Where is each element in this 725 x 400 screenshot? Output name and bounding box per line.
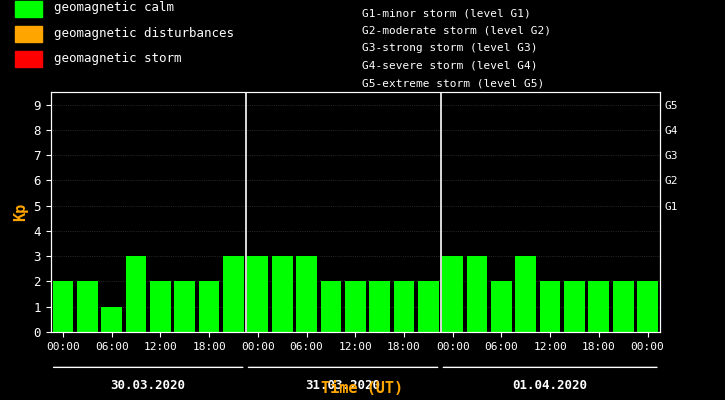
Text: geomagnetic storm: geomagnetic storm bbox=[54, 52, 182, 65]
Bar bbox=[613, 282, 634, 332]
Bar bbox=[418, 282, 439, 332]
Bar bbox=[14, 51, 43, 67]
Text: Time (UT): Time (UT) bbox=[321, 381, 404, 396]
Text: G1-minor storm (level G1): G1-minor storm (level G1) bbox=[362, 8, 531, 18]
Text: G4-severe storm (level G4): G4-severe storm (level G4) bbox=[362, 61, 538, 71]
Bar bbox=[320, 282, 341, 332]
Bar bbox=[199, 282, 220, 332]
Bar bbox=[491, 282, 512, 332]
Y-axis label: Kp: Kp bbox=[13, 203, 28, 221]
Bar bbox=[150, 282, 170, 332]
Bar bbox=[564, 282, 585, 332]
Text: 30.03.2020: 30.03.2020 bbox=[111, 379, 186, 392]
Bar bbox=[102, 307, 122, 332]
Bar bbox=[345, 282, 365, 332]
Text: G2-moderate storm (level G2): G2-moderate storm (level G2) bbox=[362, 26, 552, 36]
Bar bbox=[125, 256, 146, 332]
Text: geomagnetic calm: geomagnetic calm bbox=[54, 2, 175, 14]
Bar bbox=[394, 282, 414, 332]
Bar bbox=[369, 282, 390, 332]
Text: 31.03.2020: 31.03.2020 bbox=[305, 379, 381, 392]
Bar bbox=[53, 282, 73, 332]
Bar bbox=[540, 282, 560, 332]
Bar bbox=[637, 282, 658, 332]
Bar bbox=[589, 282, 609, 332]
Bar bbox=[175, 282, 195, 332]
Text: geomagnetic disturbances: geomagnetic disturbances bbox=[54, 27, 234, 40]
Bar bbox=[515, 256, 536, 332]
Text: 01.04.2020: 01.04.2020 bbox=[513, 379, 588, 392]
Bar bbox=[467, 256, 487, 332]
Bar bbox=[442, 256, 463, 332]
Bar bbox=[247, 256, 268, 332]
Bar bbox=[297, 256, 317, 332]
Bar bbox=[14, 1, 43, 17]
Bar bbox=[272, 256, 292, 332]
Bar bbox=[223, 256, 244, 332]
Text: G3-strong storm (level G3): G3-strong storm (level G3) bbox=[362, 43, 538, 53]
Text: G5-extreme storm (level G5): G5-extreme storm (level G5) bbox=[362, 78, 544, 88]
Bar bbox=[14, 26, 43, 42]
Bar bbox=[77, 282, 98, 332]
